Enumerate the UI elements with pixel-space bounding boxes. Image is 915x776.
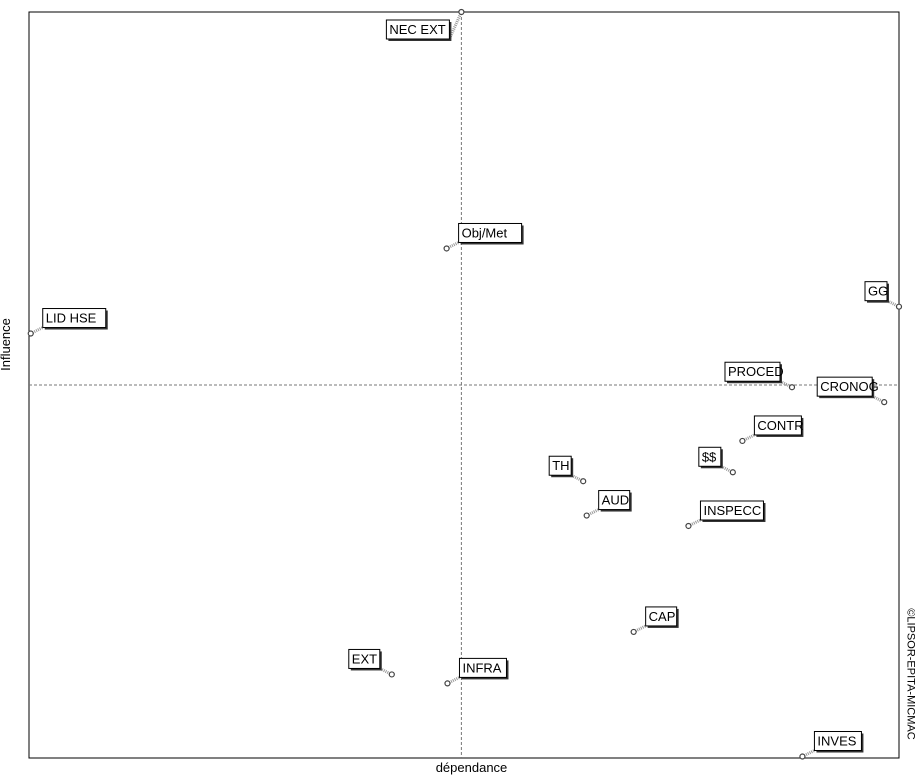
point-marker: [881, 399, 888, 406]
point-label: CAP: [649, 609, 676, 624]
data-point: CRONOG: [816, 376, 888, 406]
data-point: Obj/Met: [443, 222, 524, 252]
label-box: [645, 606, 678, 627]
point-marker: [630, 628, 637, 636]
data-point: INSPECC: [685, 500, 766, 530]
point-marker: [788, 384, 796, 391]
label-box: [698, 446, 722, 467]
point-label: $$: [702, 449, 717, 464]
point-marker: [685, 522, 692, 530]
point-label: CRONOG: [820, 379, 879, 394]
point-label: LID HSE: [46, 311, 97, 326]
x-axis-label: dépendance: [435, 760, 508, 775]
point-label: INSPECC: [703, 503, 761, 518]
point-marks: NEC EXT Obj/Met LID HSE GG PROCED CRONOG CONTR…: [27, 8, 903, 760]
copyright-note: ©LIPSOR-EPITA-MICMAC: [904, 608, 915, 740]
point-label: INVES: [817, 734, 856, 749]
data-point: LID HSE: [27, 308, 108, 337]
point-marker: [799, 753, 806, 760]
label-box: [699, 500, 764, 521]
label-box: [813, 731, 862, 752]
point-label: Obj/Met: [462, 225, 508, 240]
point-marker: [583, 512, 590, 519]
point-marker: [458, 8, 465, 16]
data-point: $$: [698, 446, 736, 476]
point-marker: [443, 245, 450, 252]
label-box: [548, 455, 572, 476]
point-label: INFRA: [462, 660, 501, 675]
label-box: [816, 376, 873, 397]
data-point: CONTR: [739, 415, 804, 445]
point-marker: [729, 469, 736, 476]
data-point: AUD: [583, 490, 632, 519]
data-point: EXT: [348, 648, 395, 678]
data-point: GG: [864, 281, 903, 310]
point-label: PROCED: [728, 364, 784, 379]
point-marker: [580, 478, 587, 485]
y-axis-label: Influence: [0, 318, 13, 371]
label-box: [598, 490, 631, 511]
point-marker: [895, 303, 903, 310]
point-label: CONTR: [757, 418, 803, 433]
point-marker: [444, 680, 451, 687]
label-box: [385, 19, 450, 40]
data-point: INFRA: [444, 657, 509, 687]
label-box: [458, 657, 507, 678]
point-label: GG: [868, 284, 888, 299]
point-label: TH: [552, 458, 569, 473]
reference-lines: [29, 12, 899, 758]
point-label: AUD: [602, 493, 629, 508]
label-box: [348, 648, 381, 669]
point-label: EXT: [352, 651, 377, 666]
data-point: INVES: [799, 731, 864, 760]
data-point: CAP: [630, 606, 679, 636]
label-box: [42, 308, 107, 329]
point-marker: [27, 330, 34, 337]
point-label: NEC EXT: [389, 22, 445, 37]
label-box: [458, 222, 523, 243]
point-marker: [739, 437, 746, 445]
label-box: [753, 415, 802, 436]
data-point: PROCED: [724, 361, 796, 391]
data-point: TH: [548, 455, 587, 485]
label-box: [864, 281, 888, 302]
label-box: [724, 361, 781, 382]
point-marker: [388, 671, 395, 678]
data-point: NEC EXT: [385, 8, 465, 41]
